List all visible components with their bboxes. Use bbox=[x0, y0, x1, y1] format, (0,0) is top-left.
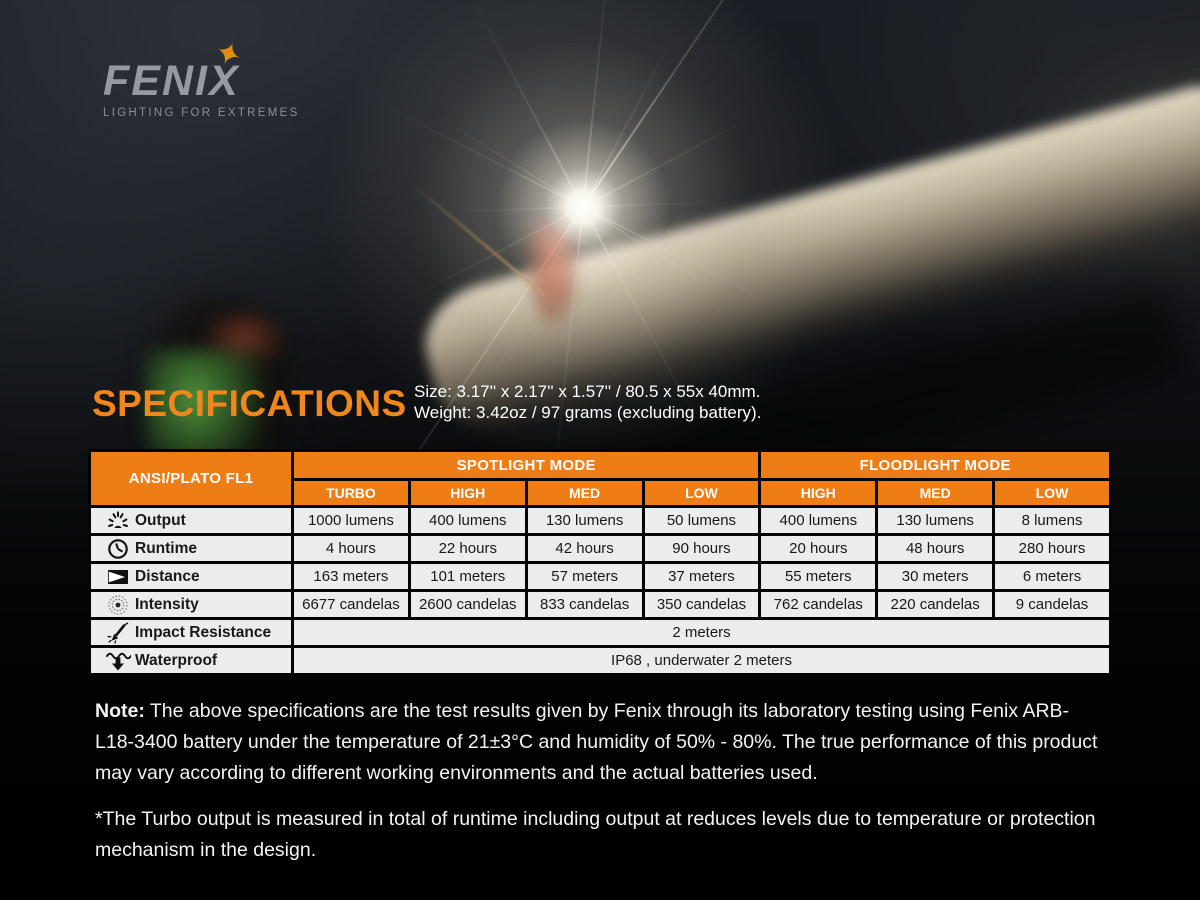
spec-cell: 55 meters bbox=[761, 564, 876, 589]
column-header-flood-high: HIGH bbox=[761, 481, 876, 505]
spec-cell: 280 hours bbox=[995, 536, 1109, 561]
table-row-distance: Distance 163 meters 101 meters 57 meters… bbox=[91, 564, 1109, 589]
spec-cell: 48 hours bbox=[878, 536, 993, 561]
page-title: SPECIFICATIONS bbox=[92, 383, 407, 424]
table-row-runtime: Runtime 4 hours 22 hours 42 hours 90 hou… bbox=[91, 536, 1109, 561]
clock-icon bbox=[101, 538, 135, 560]
row-label: Output bbox=[135, 511, 186, 529]
logo-tagline: LIGHTING FOR EXTREMES bbox=[103, 107, 300, 119]
group-header-spotlight: SPOTLIGHT MODE bbox=[294, 452, 759, 478]
size-weight-block: Size: 3.17'' x 2.17'' x 1.57'' / 80.5 x … bbox=[414, 381, 761, 423]
spec-cell: 50 lumens bbox=[644, 508, 759, 533]
spec-cell: 30 meters bbox=[878, 564, 993, 589]
target-intensity-icon bbox=[101, 594, 135, 616]
spec-table: ANSI/PLATO FL1 SPOTLIGHT MODE FLOODLIGHT… bbox=[88, 449, 1112, 676]
beam-distance-icon bbox=[101, 567, 135, 587]
row-label: Distance bbox=[135, 567, 200, 585]
spec-cell: 220 candelas bbox=[878, 592, 993, 617]
spec-cell: 400 lumens bbox=[761, 508, 876, 533]
row-label: Impact Resistance bbox=[135, 623, 272, 641]
table-row-waterproof: Waterproof IP68 , underwater 2 meters bbox=[91, 648, 1109, 673]
spec-cell: 90 hours bbox=[644, 536, 759, 561]
note-paragraph: Note: The above specifications are the t… bbox=[95, 696, 1107, 789]
fenix-logo: ✦ FENIX LIGHTING FOR EXTREMES bbox=[103, 32, 300, 119]
row-label: Intensity bbox=[135, 595, 199, 613]
logo-brand-text: FENIX bbox=[103, 57, 240, 105]
table-row-output: Output 1000 lumens 400 lumens 130 lumens… bbox=[91, 508, 1109, 533]
table-row-impact-resistance: Impact Resistance 2 meters bbox=[91, 620, 1109, 645]
spec-cell: 101 meters bbox=[410, 564, 525, 589]
waterproof-arrow-icon bbox=[101, 650, 135, 672]
column-header-flood-low: LOW bbox=[995, 481, 1109, 505]
spec-cell: 163 meters bbox=[294, 564, 408, 589]
spec-cell: 57 meters bbox=[527, 564, 642, 589]
spec-cell: 4 hours bbox=[294, 536, 408, 561]
turbo-footnote: *The Turbo output is measured in total o… bbox=[95, 808, 1096, 861]
spec-cell: 400 lumens bbox=[410, 508, 525, 533]
group-header-floodlight: FLOODLIGHT MODE bbox=[761, 452, 1109, 478]
spec-cell: 37 meters bbox=[644, 564, 759, 589]
spec-cell: 350 candelas bbox=[644, 592, 759, 617]
spec-cell: 9 candelas bbox=[995, 592, 1109, 617]
spec-cell: 20 hours bbox=[761, 536, 876, 561]
column-header-spot-med: MED bbox=[527, 481, 642, 505]
note-body: The above specifications are the test re… bbox=[95, 700, 1098, 784]
column-header-flood-med: MED bbox=[878, 481, 993, 505]
row-label: Runtime bbox=[135, 539, 197, 557]
spec-cell: 130 lumens bbox=[527, 508, 642, 533]
spec-cell: 833 candelas bbox=[527, 592, 642, 617]
spec-cell-span: 2 meters bbox=[294, 620, 1109, 645]
spec-cell: 762 candelas bbox=[761, 592, 876, 617]
spec-cell: 6677 candelas bbox=[294, 592, 408, 617]
column-header-spot-high: HIGH bbox=[410, 481, 525, 505]
light-output-icon bbox=[101, 510, 135, 531]
spec-cell: 6 meters bbox=[995, 564, 1109, 589]
note-label: Note: bbox=[95, 700, 145, 722]
spec-cell: 22 hours bbox=[410, 536, 525, 561]
spec-cell: 42 hours bbox=[527, 536, 642, 561]
notes-section: Note: The above specifications are the t… bbox=[95, 696, 1107, 866]
weight-line: Weight: 3.42oz / 97 grams (excluding bat… bbox=[414, 403, 762, 422]
size-line: Size: 3.17'' x 2.17'' x 1.57'' / 80.5 x … bbox=[414, 382, 761, 401]
column-header-turbo: TURBO bbox=[294, 481, 408, 505]
spec-cell: 2600 candelas bbox=[410, 592, 525, 617]
row-label: Waterproof bbox=[135, 651, 218, 669]
table-corner-header: ANSI/PLATO FL1 bbox=[91, 452, 291, 505]
impact-arrow-icon bbox=[101, 621, 135, 644]
table-row-intensity: Intensity 6677 candelas 2600 candelas 83… bbox=[91, 592, 1109, 617]
spec-cell-span: IP68 , underwater 2 meters bbox=[294, 648, 1109, 673]
column-header-spot-low: LOW bbox=[644, 481, 759, 505]
spec-cell: 8 lumens bbox=[995, 508, 1109, 533]
spec-cell: 130 lumens bbox=[878, 508, 993, 533]
spec-cell: 1000 lumens bbox=[294, 508, 408, 533]
